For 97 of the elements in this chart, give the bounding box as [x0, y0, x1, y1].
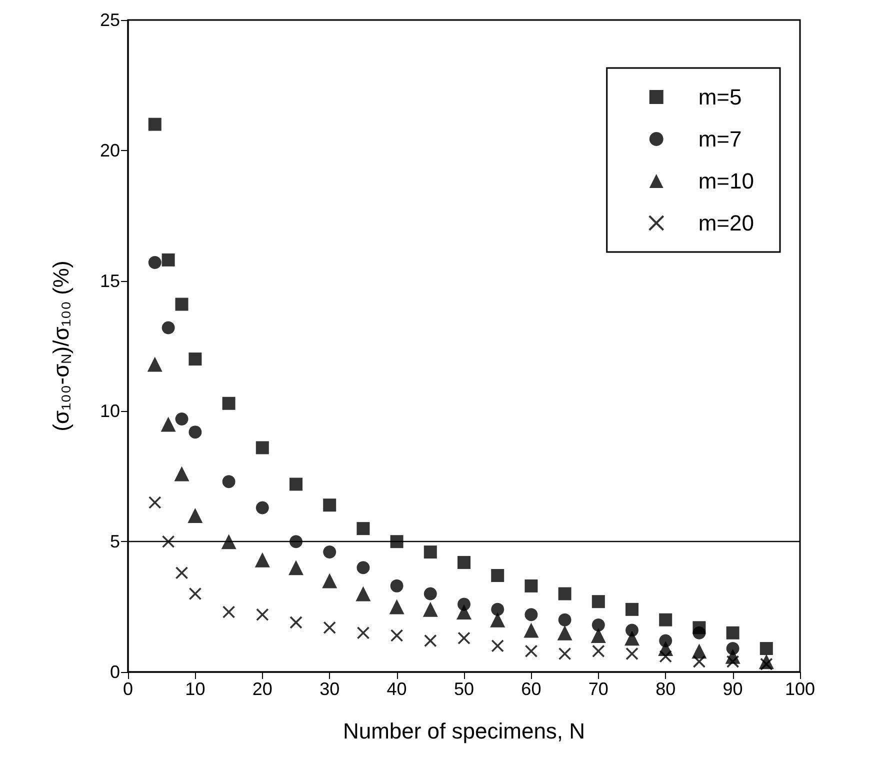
legend-label: m=20 — [698, 210, 754, 236]
point — [692, 626, 706, 640]
point — [147, 356, 162, 372]
point — [524, 579, 538, 592]
point — [175, 566, 188, 580]
point — [624, 630, 640, 646]
x-tick-label: 20 — [252, 679, 272, 699]
point — [626, 647, 638, 660]
legend-label: m=5 — [698, 84, 742, 110]
point — [188, 426, 202, 439]
point — [175, 412, 188, 426]
point — [222, 606, 236, 618]
point — [390, 535, 404, 548]
x-tick-label: 70 — [588, 679, 608, 699]
point — [160, 416, 176, 432]
point — [288, 560, 304, 576]
x-tick-label: 60 — [521, 679, 542, 699]
point — [148, 256, 162, 270]
point — [356, 586, 371, 602]
point — [175, 298, 188, 311]
point — [760, 642, 773, 656]
point — [456, 604, 472, 620]
x-tick-label: 90 — [722, 679, 743, 699]
point — [162, 535, 175, 548]
point — [174, 466, 190, 482]
point — [558, 587, 572, 600]
point — [323, 498, 336, 512]
x-axis-title: Number of specimens, N — [342, 718, 586, 744]
y-tick-label: 10 — [100, 401, 120, 422]
point — [524, 644, 538, 658]
point — [659, 613, 672, 626]
y-tick-label: 5 — [110, 532, 120, 552]
y-tick-label: 20 — [100, 140, 120, 160]
point — [726, 655, 740, 668]
x-tick-label: 80 — [656, 679, 676, 699]
legend-label: m=7 — [698, 126, 742, 152]
point — [188, 352, 202, 366]
point — [424, 587, 437, 600]
point — [222, 475, 236, 488]
point — [491, 569, 504, 582]
x-tick-label: 10 — [185, 679, 206, 699]
point — [422, 602, 438, 617]
point — [458, 632, 470, 644]
x-tick-label: 100 — [784, 679, 816, 699]
point — [323, 621, 336, 634]
point — [290, 616, 302, 629]
y-tick-label: 0 — [110, 662, 120, 682]
point — [524, 608, 538, 622]
point — [458, 556, 470, 569]
point — [162, 253, 175, 266]
point — [322, 573, 338, 588]
point — [590, 628, 606, 643]
point — [390, 579, 404, 592]
point — [256, 501, 269, 514]
point — [692, 655, 706, 668]
y-axis-title: (σ₁₀₀-σN)/σ₁₀₀ (%) — [48, 260, 74, 432]
legend-label: m=10 — [698, 168, 754, 194]
point — [356, 561, 370, 574]
point — [323, 546, 336, 559]
x-tick-label: 0 — [122, 679, 134, 699]
point — [424, 546, 437, 559]
point — [290, 535, 302, 548]
y-tick-label: 25 — [100, 10, 120, 30]
point — [222, 396, 236, 410]
point — [490, 612, 506, 628]
x-tick-label: 30 — [320, 679, 340, 699]
point — [626, 602, 638, 616]
point — [290, 478, 302, 491]
point — [254, 552, 270, 568]
point — [221, 534, 236, 550]
point — [256, 608, 269, 622]
point — [592, 644, 605, 658]
point — [356, 626, 370, 640]
x-tick-label: 50 — [454, 679, 474, 699]
point — [726, 626, 740, 640]
point — [592, 618, 605, 632]
point — [659, 650, 672, 663]
point — [491, 640, 504, 652]
point — [592, 595, 605, 608]
point — [389, 599, 404, 614]
point — [148, 496, 162, 509]
point — [148, 118, 162, 131]
point — [524, 622, 539, 638]
point — [162, 321, 175, 334]
point — [188, 587, 202, 600]
point — [557, 625, 572, 640]
point — [760, 658, 773, 671]
point — [256, 441, 269, 454]
point — [558, 647, 572, 660]
x-tick-label: 40 — [386, 679, 407, 699]
point — [188, 508, 203, 524]
point — [424, 634, 437, 648]
point — [491, 602, 504, 616]
point — [390, 629, 404, 642]
y-tick-label: 15 — [100, 270, 120, 291]
point — [356, 522, 370, 536]
point — [558, 613, 572, 626]
